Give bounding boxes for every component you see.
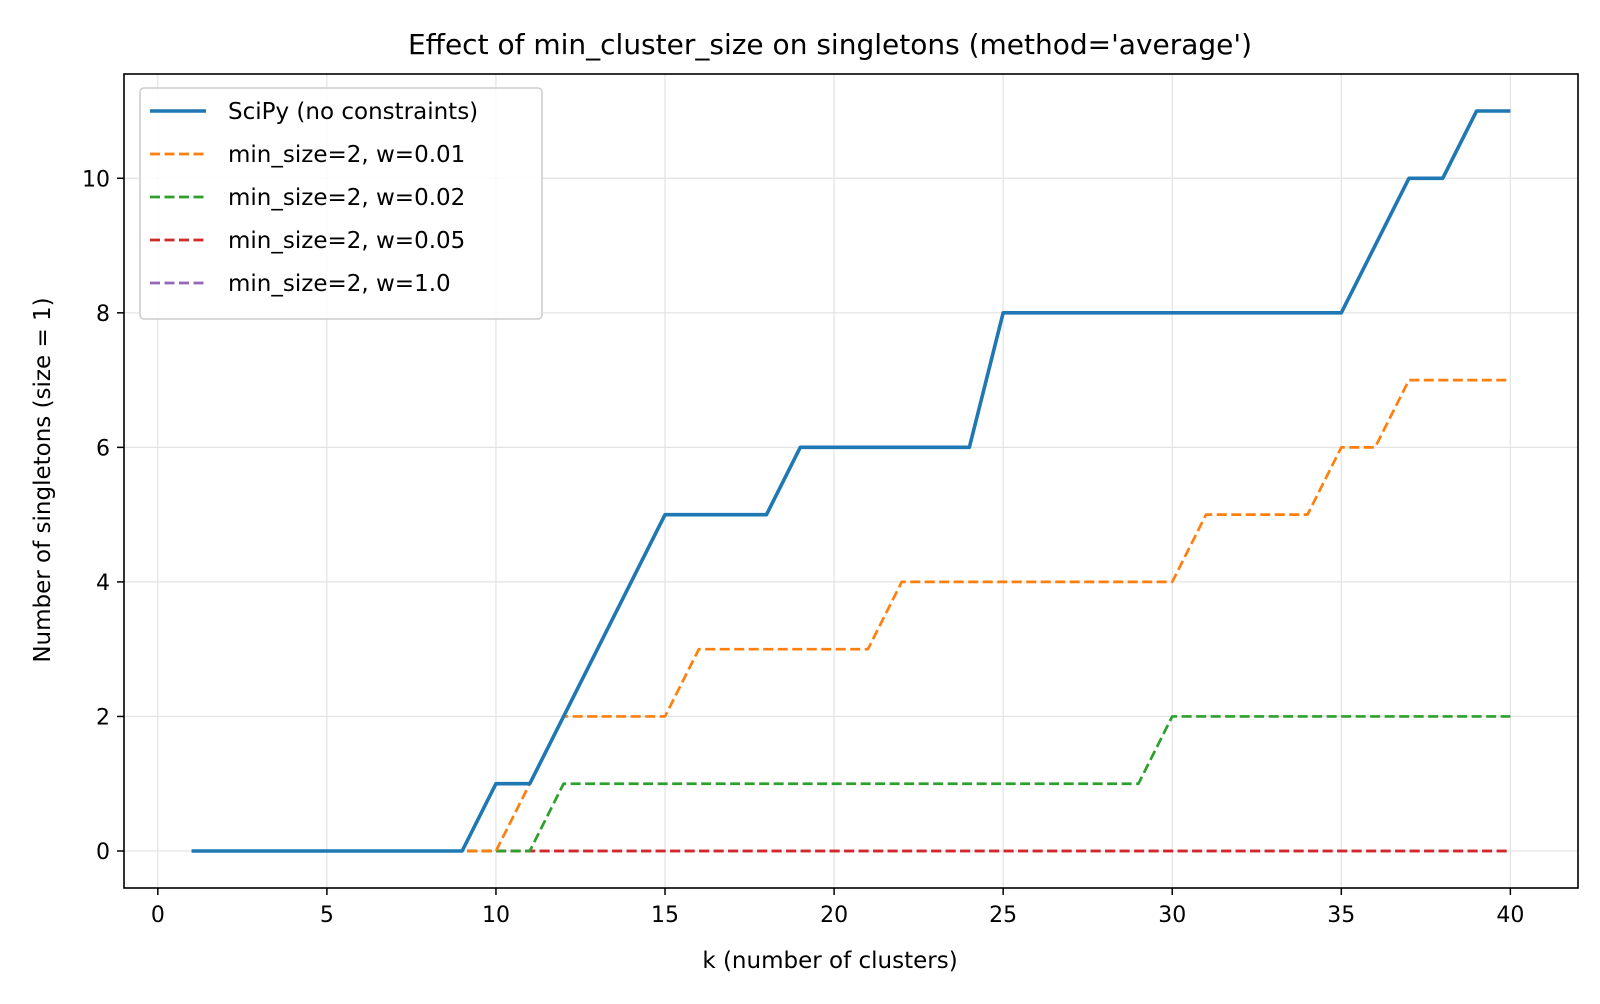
chart-title: Effect of min_cluster_size on singletons… bbox=[408, 28, 1252, 61]
legend: SciPy (no constraints) min_size=2, w=0.01… bbox=[139, 87, 543, 320]
y-tick-label: 10 bbox=[82, 167, 110, 192]
x-tick-label: 20 bbox=[820, 903, 848, 928]
y-tick-label: 6 bbox=[96, 436, 110, 461]
legend-label: min_size=2, w=1.0 bbox=[228, 271, 451, 297]
y-tick-label: 2 bbox=[96, 705, 110, 730]
y-tick-label: 8 bbox=[96, 302, 110, 327]
y-tick-label: 4 bbox=[96, 571, 110, 596]
legend-label: min_size=2, w=0.01 bbox=[228, 142, 465, 168]
x-axis-label: k (number of clusters) bbox=[702, 948, 957, 974]
x-tick-label: 15 bbox=[651, 903, 679, 928]
x-tick-label: 10 bbox=[482, 903, 510, 928]
legend-box bbox=[139, 87, 543, 320]
legend-label: min_size=2, w=0.02 bbox=[228, 185, 465, 211]
x-tick-label: 5 bbox=[320, 903, 334, 928]
x-tick-label: 30 bbox=[1158, 903, 1186, 928]
plot-frame bbox=[123, 73, 1579, 889]
series-line bbox=[191, 109, 1511, 853]
x-tick-label: 0 bbox=[151, 903, 165, 928]
x-tick-label: 25 bbox=[989, 903, 1017, 928]
legend-label: min_size=2, w=0.05 bbox=[228, 228, 465, 254]
y-tick-label: 0 bbox=[96, 840, 110, 865]
legend-label: SciPy (no constraints) bbox=[228, 99, 478, 125]
series-lines bbox=[191, 109, 1511, 853]
x-tick-label: 40 bbox=[1496, 903, 1524, 928]
y-axis-label: Number of singletons (size = 1) bbox=[30, 297, 56, 662]
axis-ticks: 0 5 10 15 20 25 30 35 40 0 2 4 6 8 10 bbox=[82, 167, 1524, 928]
x-tick-label: 35 bbox=[1327, 903, 1355, 928]
